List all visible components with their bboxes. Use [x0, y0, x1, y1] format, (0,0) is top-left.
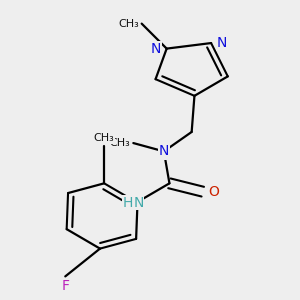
- Text: CH₃: CH₃: [118, 19, 139, 28]
- Text: H: H: [123, 196, 133, 210]
- Text: N: N: [159, 144, 169, 158]
- Text: CH₃: CH₃: [110, 138, 130, 148]
- Text: H: H: [123, 196, 133, 210]
- Text: N: N: [159, 144, 169, 158]
- Text: N: N: [217, 36, 227, 50]
- Text: CH₃: CH₃: [94, 133, 115, 143]
- Text: F: F: [61, 279, 69, 293]
- Text: O: O: [208, 185, 219, 199]
- Text: N: N: [133, 196, 144, 210]
- Text: N: N: [151, 42, 161, 56]
